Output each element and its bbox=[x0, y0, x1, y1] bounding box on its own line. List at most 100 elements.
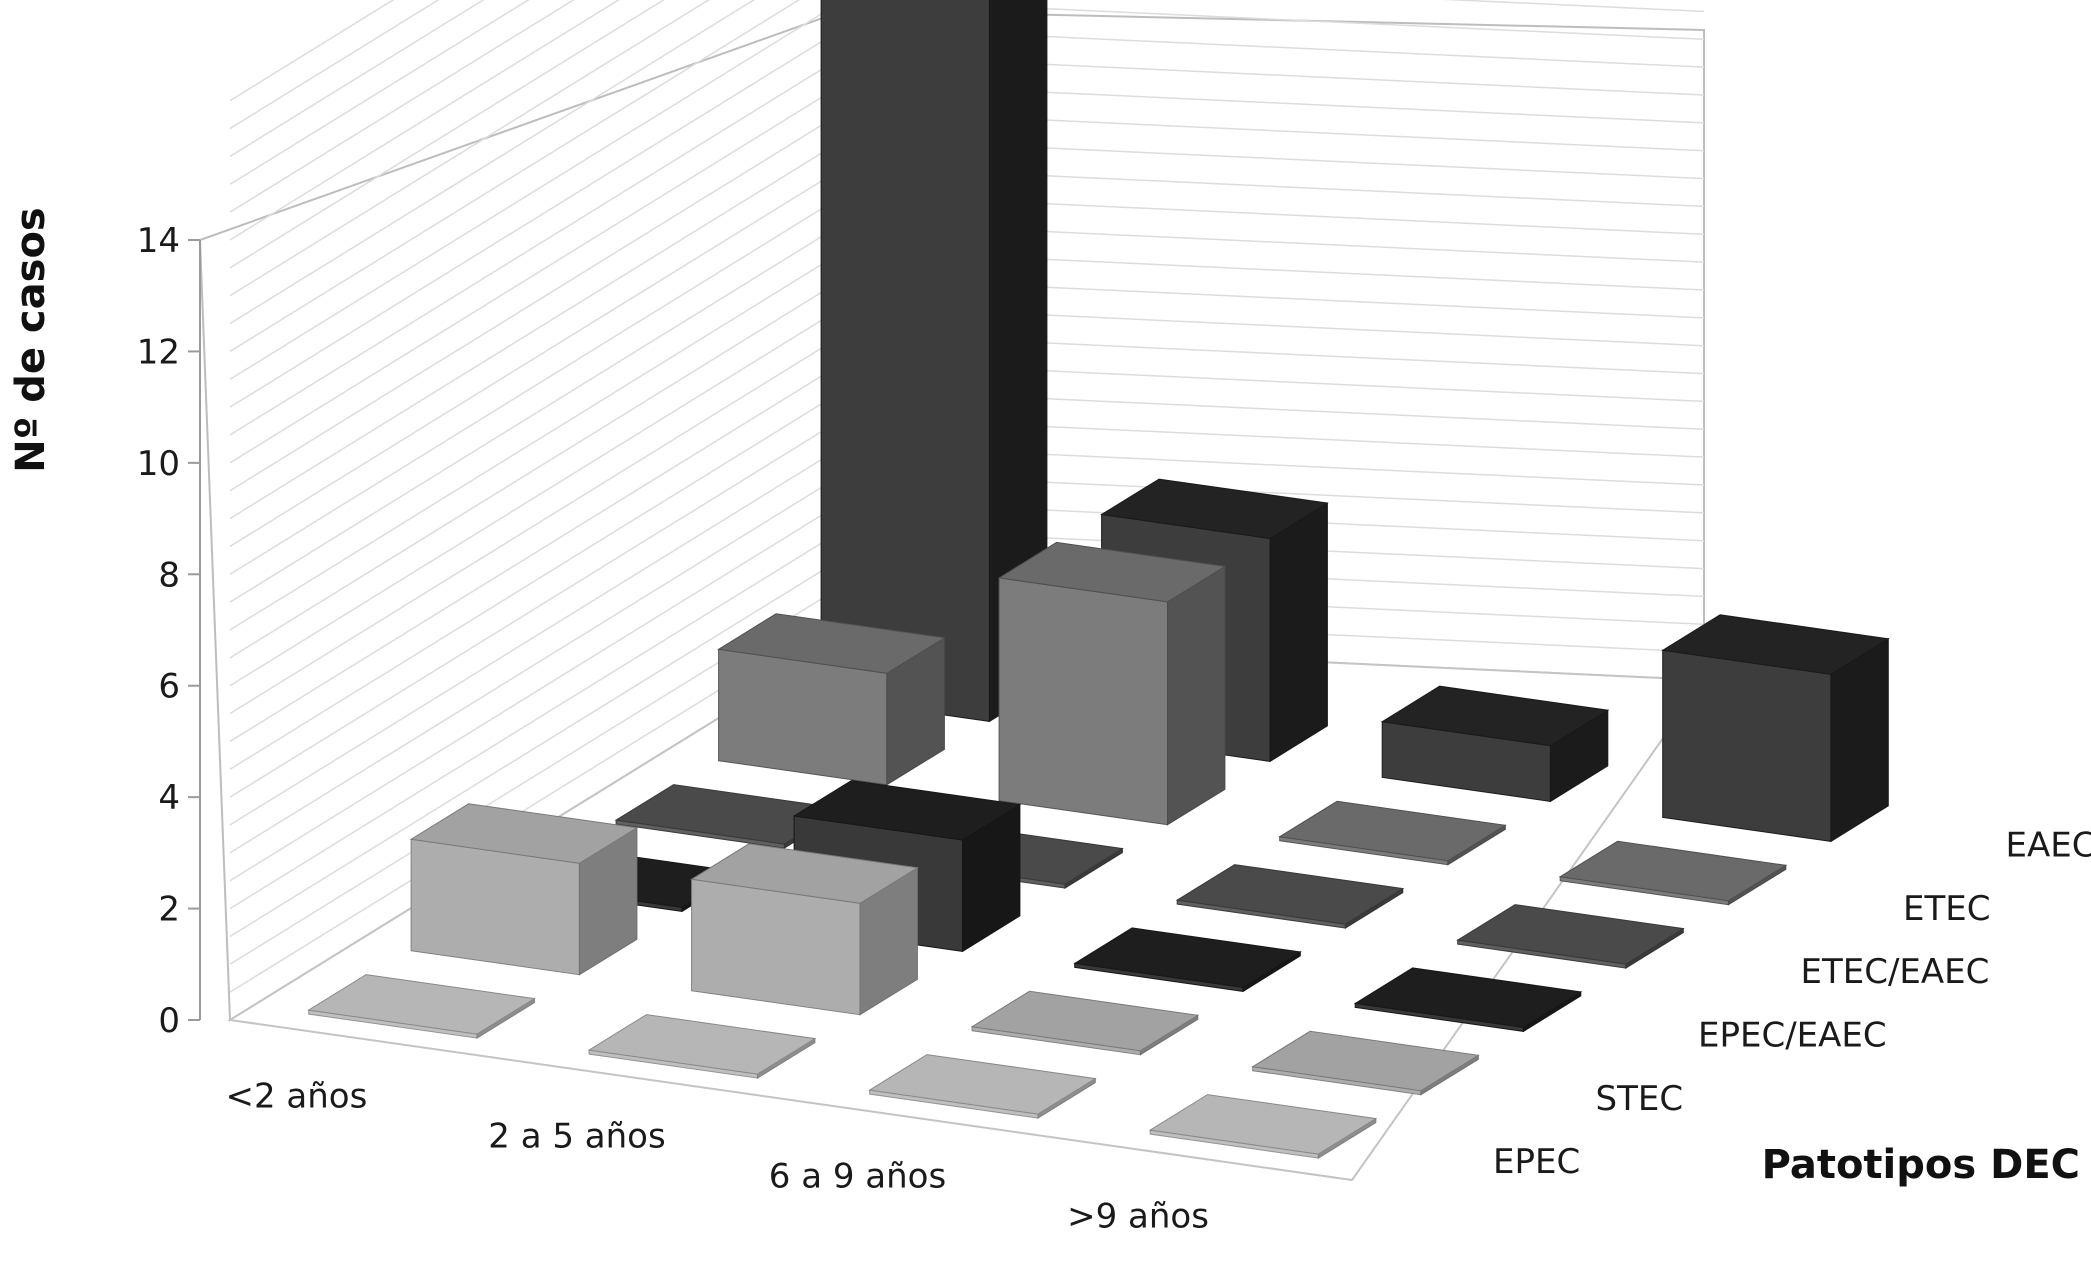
bar bbox=[1661, 614, 1890, 843]
series-label: EAEC bbox=[2006, 826, 2091, 866]
side-gridline bbox=[229, 277, 846, 659]
bar-top-face bbox=[307, 974, 536, 1035]
bar-top-face bbox=[1148, 1094, 1378, 1155]
category-label: 2 a 5 años bbox=[488, 1117, 665, 1157]
bar-top-face bbox=[587, 1014, 817, 1075]
bar bbox=[1278, 800, 1507, 866]
bar bbox=[997, 541, 1227, 826]
side-gridline bbox=[229, 0, 620, 241]
bar bbox=[1380, 685, 1610, 803]
side-gridline bbox=[229, 0, 801, 353]
y-tick-label: 8 bbox=[158, 555, 180, 595]
side-gridline bbox=[229, 500, 846, 882]
bar-top-face bbox=[1661, 614, 1890, 675]
side-gridline bbox=[229, 416, 846, 798]
side-gridline bbox=[229, 249, 846, 631]
category-labels: <2 años 2 a 5 años 6 a 9 años >9 años bbox=[225, 1077, 1208, 1237]
bar bbox=[307, 974, 536, 1039]
category-label: 6 a 9 años bbox=[769, 1157, 946, 1197]
bar bbox=[690, 843, 919, 1016]
side-gridline bbox=[229, 472, 846, 854]
bar-top-face bbox=[970, 990, 1200, 1052]
bar bbox=[1175, 864, 1405, 929]
bar-front-face bbox=[1662, 649, 1832, 842]
y-ticks: 0 2 4 6 8 10 12 14 bbox=[137, 221, 200, 1041]
bar bbox=[1558, 840, 1788, 906]
y-tick-label: 4 bbox=[158, 778, 180, 818]
y-tick-label: 2 bbox=[158, 890, 180, 930]
category-label: >9 años bbox=[1067, 1197, 1209, 1237]
bar bbox=[717, 613, 946, 786]
side-gridline bbox=[229, 193, 846, 575]
side-gridline bbox=[229, 332, 846, 715]
bar-side-face bbox=[1269, 502, 1328, 763]
bar bbox=[970, 990, 1200, 1056]
side-gridline bbox=[229, 0, 711, 297]
y-tick-label: 10 bbox=[137, 444, 180, 484]
bar-top-face bbox=[997, 541, 1227, 603]
side-gridline bbox=[229, 0, 530, 185]
series-label: EPEC/EAEC bbox=[1698, 1016, 1887, 1056]
side-gridline bbox=[229, 0, 395, 102]
bar-top-face bbox=[1380, 685, 1610, 747]
bar-top-face bbox=[792, 779, 1022, 841]
y-axis: 0 2 4 6 8 10 12 14 bbox=[137, 221, 201, 1041]
side-gridline bbox=[229, 110, 846, 492]
bar bbox=[868, 1054, 1097, 1119]
side-gridline bbox=[229, 527, 846, 910]
bar-top-face bbox=[717, 613, 946, 674]
bar bbox=[1148, 1094, 1378, 1159]
bar-side-face bbox=[1167, 565, 1226, 826]
side-gridline bbox=[229, 555, 846, 938]
side-gridline bbox=[229, 0, 756, 325]
bar-top-face bbox=[1251, 1030, 1480, 1092]
bar-front-face bbox=[820, 0, 990, 722]
side-gridline bbox=[229, 54, 846, 436]
category-label: <2 años bbox=[225, 1077, 367, 1117]
side-gridline bbox=[229, 305, 846, 687]
bar-top-face bbox=[690, 843, 919, 904]
side-gridline bbox=[229, 444, 846, 826]
bar bbox=[820, 0, 1048, 723]
bar-top-face bbox=[868, 1054, 1097, 1115]
side-gridline bbox=[229, 0, 485, 158]
side-gridline bbox=[229, 221, 846, 603]
side-gridline bbox=[229, 360, 846, 743]
bar bbox=[1456, 904, 1685, 969]
bar-front-face bbox=[998, 577, 1168, 826]
y-tick-label: 0 bbox=[158, 1001, 180, 1041]
y-axis-title: Nº de casos bbox=[8, 207, 54, 472]
bar bbox=[587, 1014, 817, 1079]
side-gridline bbox=[229, 0, 665, 269]
series-label: ETEC bbox=[1903, 889, 1990, 929]
bar-top-face bbox=[1278, 800, 1507, 862]
bar bbox=[1073, 927, 1302, 993]
bar-top-face bbox=[1175, 864, 1405, 925]
side-gridline bbox=[229, 26, 846, 408]
y-tick-label: 12 bbox=[137, 332, 180, 372]
bar-top-face bbox=[1353, 967, 1583, 1028]
series-labels: EPEC STEC EPEC/EAEC ETEC/EAEC ETEC EAEC bbox=[1493, 826, 2091, 1183]
bar-top-face bbox=[1100, 478, 1329, 540]
bars bbox=[307, 0, 1890, 1159]
bar-top-face bbox=[409, 803, 639, 864]
side-gridline bbox=[229, 388, 846, 770]
side-gridline bbox=[229, 0, 440, 130]
side-gridline bbox=[229, 137, 846, 520]
bar-top-face bbox=[1073, 927, 1302, 988]
y-tick-label: 6 bbox=[158, 667, 180, 707]
side-gridline bbox=[229, 0, 575, 213]
series-label: STEC bbox=[1596, 1079, 1684, 1119]
z-axis-title: Patotipos DEC bbox=[1762, 1142, 2080, 1188]
side-gridline bbox=[229, 165, 846, 548]
bar-top-face bbox=[1558, 840, 1788, 902]
bar bbox=[1353, 967, 1583, 1033]
back-gridline bbox=[1442, 0, 1705, 13]
bar-top-face bbox=[1456, 904, 1685, 965]
side-gridline bbox=[229, 82, 846, 464]
y-tick-label: 14 bbox=[137, 221, 180, 261]
series-label: ETEC/EAEC bbox=[1801, 952, 1990, 992]
bar bbox=[409, 803, 639, 976]
series-label: EPEC bbox=[1493, 1142, 1580, 1182]
